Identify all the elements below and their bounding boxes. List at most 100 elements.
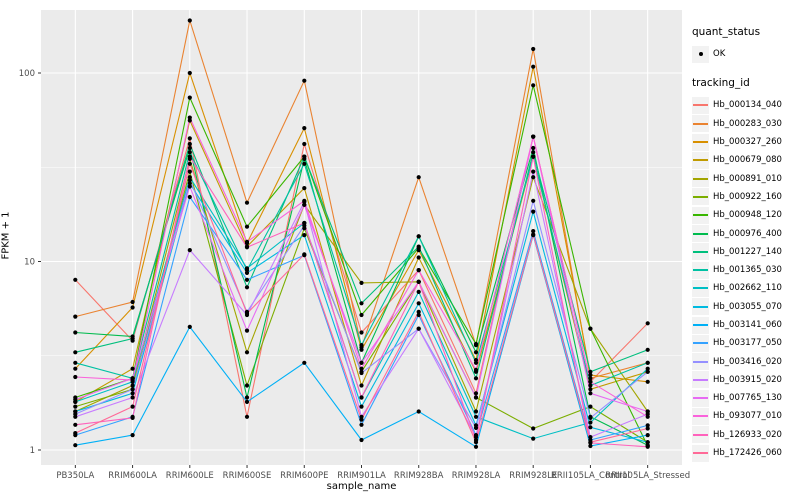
data-point — [416, 409, 421, 414]
legend-key-swatch — [692, 389, 709, 407]
data-point — [645, 321, 650, 326]
legend-item-label: Hb_003141_060 — [713, 320, 782, 330]
data-point — [645, 444, 650, 449]
data-point — [359, 404, 364, 409]
x-tick-label: RRIM600SE — [223, 471, 272, 481]
line-swatch-icon — [693, 250, 708, 253]
data-point — [359, 370, 364, 376]
legend-item-label: Hb_000327_260 — [713, 137, 782, 148]
data-point — [359, 422, 364, 427]
data-point — [473, 395, 479, 400]
data-point — [359, 347, 364, 352]
data-point — [244, 266, 250, 271]
point-icon — [698, 52, 703, 57]
legend-item-Hb_000948_120: Hb_000948_120 — [692, 206, 798, 224]
data-point — [588, 425, 593, 430]
data-point — [73, 360, 78, 365]
data-point — [130, 404, 135, 409]
data-point — [359, 360, 364, 365]
data-point — [73, 404, 78, 409]
data-point — [416, 326, 421, 331]
legend-item-Hb_000922_160: Hb_000922_160 — [692, 188, 798, 206]
data-point — [588, 383, 593, 388]
data-point — [73, 350, 78, 355]
data-point — [645, 347, 650, 352]
data-point — [244, 311, 250, 316]
data-point — [531, 169, 536, 174]
data-point — [302, 233, 307, 238]
data-point — [187, 136, 192, 141]
line-swatch-icon — [693, 415, 708, 418]
x-tick-label: RRII105LA_Stressed — [605, 471, 690, 481]
data-point — [531, 426, 536, 431]
data-point — [302, 360, 307, 365]
legend-item-Hb_000891_010: Hb_000891_010 — [692, 169, 798, 188]
data-point — [473, 360, 479, 365]
x-tick-label: RRIM600PE — [280, 471, 328, 481]
legend-key-swatch — [692, 426, 709, 444]
data-point — [244, 395, 250, 400]
data-point — [645, 379, 650, 384]
legend-item-label: Hb_001365_030 — [713, 265, 782, 276]
data-point — [645, 423, 650, 428]
data-point — [302, 141, 307, 147]
legend-item-label: Hb_001227_140 — [713, 246, 782, 257]
line-swatch-icon — [693, 433, 708, 436]
x-tick-label: RRIM928LA — [452, 471, 501, 481]
data-point — [416, 175, 421, 180]
data-point — [645, 366, 650, 371]
line-swatch-icon — [693, 141, 708, 144]
legend-key-swatch — [692, 170, 709, 188]
data-point — [473, 391, 479, 396]
data-point — [187, 181, 192, 186]
data-point — [302, 202, 307, 207]
legend-item-Hb_000327_260: Hb_000327_260 — [692, 133, 798, 151]
data-point — [187, 154, 192, 159]
legend-tracking-items: Hb_000134_040 Hb_000283_030 Hb_000327_260 H… — [692, 96, 798, 462]
data-point — [645, 426, 650, 431]
data-point — [416, 301, 421, 306]
line-swatch-icon — [693, 452, 708, 455]
data-point — [588, 372, 593, 378]
data-point — [588, 404, 593, 409]
data-point — [187, 18, 192, 23]
data-point — [359, 366, 364, 371]
data-point — [73, 330, 78, 335]
data-point — [531, 83, 536, 88]
legend-item-Hb_000283_030: Hb_000283_030 — [692, 115, 798, 133]
legend-key-swatch — [692, 353, 709, 371]
data-point — [244, 350, 250, 355]
data-point — [73, 397, 78, 402]
data-point — [187, 161, 192, 166]
legend-title-tracking-id: tracking_id — [692, 77, 750, 90]
data-point — [244, 285, 250, 290]
data-point — [531, 64, 536, 69]
data-point — [588, 387, 593, 392]
legend-item-Hb_000134_040: Hb_000134_040 — [692, 96, 798, 114]
line-swatch-icon — [693, 287, 708, 290]
data-point — [473, 376, 479, 381]
legend-item-label: Hb_000948_120 — [713, 210, 782, 221]
data-point — [73, 374, 78, 380]
legend-item-Hb_003416_020: Hb_003416_020 — [692, 352, 798, 371]
legend-item-label: Hb_000134_040 — [713, 100, 782, 111]
line-swatch-icon — [693, 305, 708, 308]
line-swatch-icon — [693, 177, 708, 180]
legend-key-swatch — [692, 407, 709, 425]
x-tick-label: RRIM600LA — [108, 471, 157, 481]
legend-key-swatch — [692, 261, 709, 279]
legend-item-label: Hb_002662_110 — [713, 283, 782, 294]
data-point — [187, 248, 192, 253]
legend-quant-status: quant_status OK — [692, 26, 798, 63]
data-point — [416, 312, 421, 318]
data-point — [130, 305, 135, 310]
y-axis-title: FPKM + 1 — [0, 211, 12, 260]
legend-item-Hb_093077_010: Hb_093077_010 — [692, 407, 798, 425]
data-point — [130, 415, 135, 420]
x-tick-label: RRII105LA_Control — [551, 471, 630, 481]
data-point — [244, 224, 250, 229]
data-point — [130, 299, 135, 305]
data-point — [244, 414, 250, 419]
y-tick-label: 1 — [30, 446, 35, 456]
